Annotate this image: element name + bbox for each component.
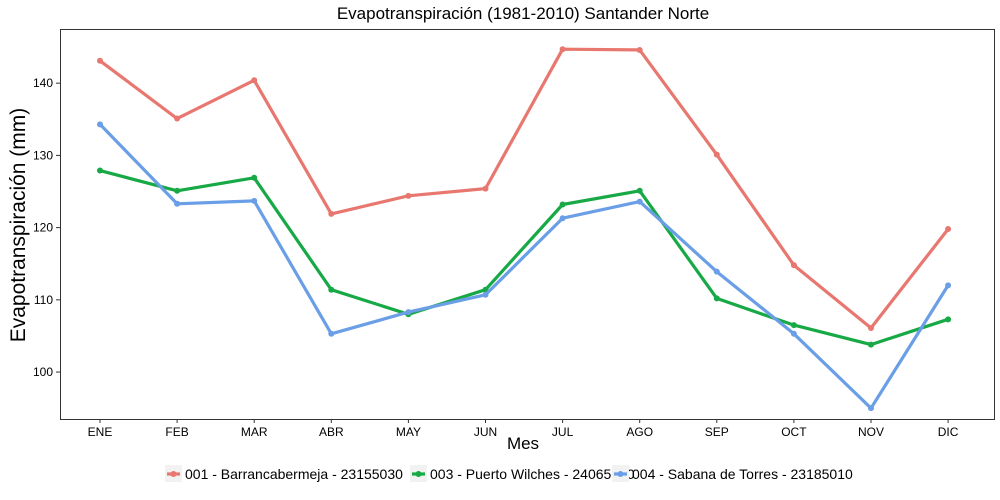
series-line [98,47,950,330]
data-point [251,77,258,84]
data-point [636,46,643,53]
x-tick-label: ENE [88,425,113,439]
legend-label: 004 - Sabana de Torres - 23185010 [632,466,853,482]
legend-item: 003 - Puerto Wilches - 24065010 [410,465,635,482]
series-layer [97,46,952,412]
legend-key-point [415,471,422,477]
legend-item: 004 - Sabana de Torres - 23185010 [612,465,853,482]
data-point [713,268,720,275]
x-tick-label: FEB [165,425,188,439]
data-point [790,322,797,329]
data-point [559,215,566,222]
legend-key-point [617,471,624,477]
x-tick-label: ABR [319,425,344,439]
data-point [559,201,566,208]
legend-label: 001 - Barrancabermeja - 23155030 [185,466,403,482]
legend-label: 003 - Puerto Wilches - 24065010 [430,466,635,482]
x-tick-label: JUL [552,425,574,439]
y-tick-label: 110 [34,293,53,307]
series-3 [97,121,952,412]
x-tick-label: OCT [781,425,807,439]
data-point [328,210,335,217]
series-1 [97,46,952,331]
y-tick-label: 130 [33,148,53,162]
data-point [636,187,643,194]
legend-item: 001 - Barrancabermeja - 23155030 [165,465,403,482]
y-axis-title: Evapotranspiración (mm) [7,108,30,343]
data-point [405,192,412,199]
y-tick-label: 140 [33,76,53,90]
x-axis: ENE FEB MAR ABR MAY JUN JUL AGO SEP OCT NOV DIC [88,419,959,439]
data-point [945,316,952,323]
x-tick-label: MAR [241,425,268,439]
x-tick-label: NOV [858,425,884,439]
data-point [328,330,335,337]
data-point [868,325,874,331]
data-point [174,200,181,207]
x-axis-title: Mes [507,434,539,453]
series-line [98,122,950,410]
data-point [713,295,720,302]
data-point [174,115,181,122]
data-point [559,46,566,53]
x-tick-label: SEP [705,425,729,439]
data-point [405,309,412,316]
data-point [945,226,952,233]
x-tick-label: JUN [474,425,497,439]
data-point [790,262,797,269]
legend: 001 - Barrancabermeja - 23155030 003 - Pu… [165,465,853,482]
data-point [636,198,643,205]
series-2 [97,167,952,348]
plot-panel [60,29,995,420]
y-tick-label: 120 [33,221,53,235]
x-tick-label: MAY [396,425,421,439]
x-tick-label: DIC [938,425,959,439]
data-point [713,151,720,158]
y-axis: 100 110 120 130 140 [33,76,60,379]
data-point [97,167,103,174]
x-tick-label: AGO [626,425,653,439]
data-point [97,57,103,64]
data-point [945,282,952,289]
data-point [482,185,489,192]
series-line [98,169,950,347]
data-point [97,121,103,128]
data-point [790,330,797,337]
data-point [251,197,258,204]
data-point [482,291,489,298]
data-point [251,174,258,181]
legend-key-point [170,471,177,477]
data-point [868,405,874,412]
data-point [174,187,181,194]
data-point [868,341,874,348]
y-tick-label: 100 [33,365,53,379]
chart-title: Evapotranspiración (1981-2010) Santander… [337,4,709,23]
data-point [328,286,335,293]
